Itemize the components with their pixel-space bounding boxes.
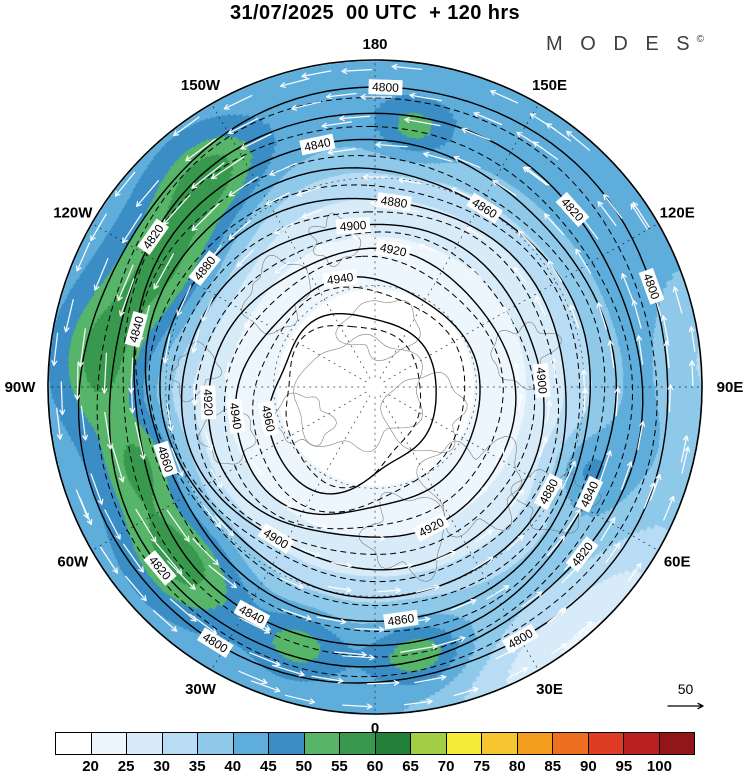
svg-text:4940: 4940 — [227, 402, 245, 431]
colorbar-cell — [517, 733, 553, 754]
colorbar-tick-label: 35 — [188, 758, 206, 775]
colorbar-tick-label: 20 — [82, 758, 99, 775]
contour-labels: 4800480048004800482048204820482048404840… — [124, 79, 665, 658]
contour-label: 4840 — [124, 311, 148, 348]
longitude-label: 30W — [185, 681, 217, 698]
colorbar-cell — [269, 733, 305, 754]
colorbar-tick-label: 30 — [153, 758, 170, 775]
contour-label: 4800 — [638, 267, 665, 305]
wind-reference: 50 — [667, 681, 704, 710]
contour-label: 4920 — [412, 512, 450, 542]
contour-lines — [77, 86, 669, 684]
svg-text:4840: 4840 — [303, 135, 332, 154]
contour-label: 4880 — [533, 473, 564, 510]
colorbar-tick-label: 55 — [331, 758, 348, 775]
contour-label: 4860 — [153, 440, 178, 478]
contour-label: 4860 — [383, 609, 419, 630]
svg-text:4900: 4900 — [533, 367, 549, 395]
colorbar-cell — [624, 733, 660, 754]
contour-label: 4880 — [376, 192, 412, 212]
contour-label: 4940 — [226, 398, 246, 434]
colorbar-tick-label: 80 — [508, 758, 526, 775]
svg-text:4860: 4860 — [387, 611, 416, 629]
longitude-label: 30E — [536, 681, 563, 698]
longitude-label: 0 — [371, 720, 379, 737]
colorbar-tick-label: 85 — [544, 758, 562, 775]
colorbar-cell — [411, 733, 447, 754]
colorbar-tick-label: 100 — [646, 758, 672, 775]
colorbar-tick-label: 75 — [473, 758, 490, 775]
contour-label: 4900 — [257, 523, 295, 554]
svg-text:4900: 4900 — [339, 218, 367, 234]
colorbar-cell — [659, 733, 694, 754]
colorbar-tick-label: 45 — [259, 758, 277, 775]
svg-text:4960: 4960 — [259, 404, 278, 433]
longitude-label: 180 — [362, 36, 387, 53]
colorbar-cell — [553, 733, 589, 754]
colorbar-cell — [446, 733, 482, 754]
longitude-label: 120E — [660, 205, 695, 222]
colorbar-tick-label: 25 — [117, 758, 135, 775]
colorbar-cell — [233, 733, 269, 754]
colorbar-tick-label: 40 — [224, 758, 242, 775]
svg-text:4920: 4920 — [379, 240, 408, 259]
longitude-label: 150E — [532, 77, 567, 94]
colorbar-cell — [482, 733, 518, 754]
colorbar-cell — [375, 733, 411, 754]
wind-reference-label: 50 — [678, 681, 694, 697]
contour-label: 4920 — [200, 385, 217, 420]
colorbar — [55, 732, 695, 755]
colorbar-tick-label: 50 — [295, 758, 313, 775]
colorbar-tick-label: 65 — [402, 758, 419, 775]
colorbar-tick-label: 90 — [579, 758, 597, 775]
colorbar-cell — [304, 733, 340, 754]
colorbar-cell — [588, 733, 624, 754]
colorbar-tick-label: 60 — [366, 758, 384, 775]
svg-text:4800: 4800 — [640, 271, 662, 301]
contour-label: 4900 — [335, 217, 371, 235]
colorbar-cell — [198, 733, 234, 754]
colorbar-tick-label: 70 — [437, 758, 455, 775]
contour-label: 4900 — [532, 363, 551, 398]
svg-text:4940: 4940 — [326, 270, 355, 288]
contour-label: 4920 — [375, 238, 412, 261]
colorbar-tick-label: 95 — [615, 758, 633, 775]
contour-label: 4820 — [137, 218, 169, 255]
contour-label: 4940 — [322, 268, 358, 289]
longitude-label: 60E — [664, 554, 691, 571]
colorbar-cell — [162, 733, 198, 754]
colorbar-cell — [91, 733, 127, 754]
contour-lines-dashed — [96, 97, 658, 678]
longitude-label: 150W — [181, 77, 221, 94]
contour-label: 4800 — [501, 623, 539, 654]
longitude-labels: 180 150E 120E 90E 60E 30E 0 30W 60W 90W 120W 150W — [5, 36, 744, 737]
colorbar-cell — [340, 733, 376, 754]
contour-label: 4840 — [299, 133, 336, 156]
longitude-label: 90E — [717, 379, 744, 396]
longitude-label: 120W — [53, 205, 93, 222]
colorbar-cell — [56, 733, 92, 754]
svg-text:4840: 4840 — [126, 314, 147, 344]
svg-text:4880: 4880 — [380, 193, 409, 211]
longitude-label: 60W — [57, 554, 89, 571]
svg-text:4920: 4920 — [201, 389, 216, 416]
contour-label: 4800 — [368, 79, 403, 96]
longitude-label: 90W — [5, 379, 37, 396]
map-boundary — [47, 59, 703, 715]
contour-label: 4960 — [257, 400, 280, 437]
colorbar-cell — [127, 733, 163, 754]
svg-text:4800: 4800 — [372, 80, 399, 95]
